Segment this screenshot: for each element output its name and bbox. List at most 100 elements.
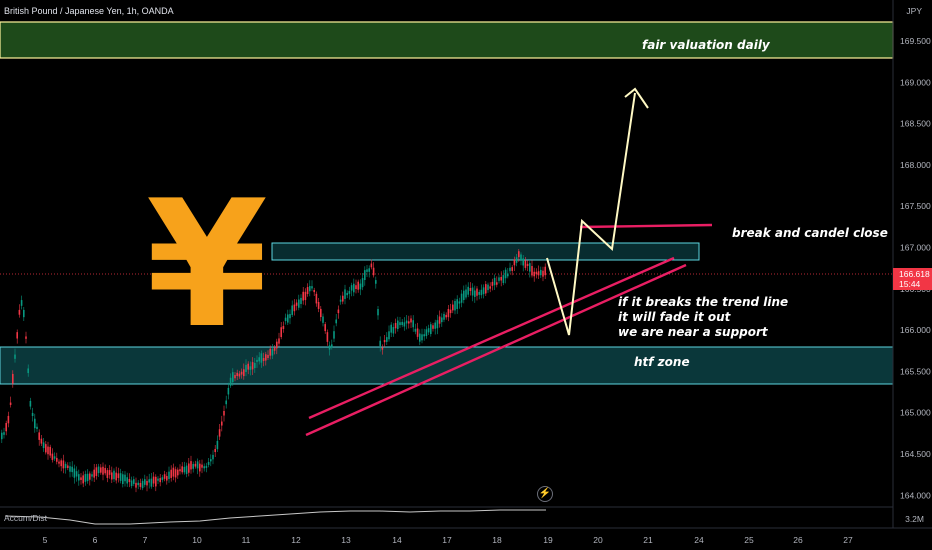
- price-tick-label: 169.000: [900, 77, 931, 87]
- candle-body: [245, 364, 247, 372]
- candle-body: [350, 285, 353, 291]
- candle-body: [298, 299, 300, 308]
- candle-body: [425, 329, 428, 337]
- candle-body: [14, 354, 16, 359]
- chart-symbol-title[interactable]: British Pound / Japanese Yen, 1h, OANDA: [4, 6, 174, 16]
- candle-body: [133, 479, 135, 484]
- price-tick-label: 164.000: [900, 490, 931, 500]
- candle-body: [386, 337, 388, 342]
- candle-body: [185, 465, 188, 474]
- candle-body: [62, 460, 65, 469]
- break-close-label: break and candel close: [732, 226, 888, 240]
- trendline-lower[interactable]: [305, 263, 687, 437]
- price-tick-label: 164.500: [900, 449, 931, 459]
- candle-body: [166, 476, 168, 481]
- candle-body: [537, 271, 540, 276]
- candle-body: [460, 293, 463, 303]
- candle-body: [86, 473, 89, 482]
- candle-body: [260, 353, 263, 363]
- candle-body: [509, 267, 511, 272]
- candle-body: [73, 468, 76, 478]
- candle-body: [58, 461, 60, 464]
- candle-body: [394, 322, 397, 329]
- candle-body: [361, 278, 364, 288]
- candle-body: [399, 322, 401, 326]
- candle-body: [370, 263, 373, 268]
- trendline-upper[interactable]: [308, 256, 675, 420]
- candle-body: [295, 302, 298, 306]
- candle-body: [18, 309, 21, 315]
- candle-body: [183, 466, 186, 473]
- time-axis[interactable]: 5 6 7 10 11 12 13 14 17 18 19 20 21 24 25 26 27: [43, 535, 853, 545]
- candle-body: [304, 291, 307, 301]
- htf-zone[interactable]: [0, 346, 894, 385]
- price-tick-label: 166.000: [900, 325, 931, 335]
- candle-body: [324, 324, 326, 332]
- candle-body: [326, 332, 329, 342]
- time-tick-label: 11: [242, 535, 251, 545]
- candle-body: [489, 286, 491, 289]
- candle-body: [16, 332, 18, 339]
- candle-body: [401, 321, 403, 326]
- candle-body: [89, 473, 91, 480]
- candle-body: [443, 313, 445, 320]
- candle-body: [262, 358, 265, 361]
- candle-body: [71, 466, 73, 473]
- candle-body: [287, 314, 289, 323]
- candle-body: [337, 309, 340, 314]
- candle-body: [163, 474, 166, 479]
- candle-body: [405, 320, 408, 324]
- candle-body: [379, 340, 381, 347]
- price-tick-label: 165.000: [900, 408, 931, 418]
- candle-body: [199, 463, 201, 472]
- candle-body: [388, 331, 390, 340]
- candle-body: [342, 295, 344, 302]
- candle-body: [150, 478, 153, 487]
- candle-body: [104, 468, 106, 474]
- candle-body: [364, 270, 366, 281]
- candle-body: [254, 362, 256, 369]
- lightning-icon[interactable]: ⚡: [537, 486, 553, 502]
- break-level-line[interactable]: [579, 223, 713, 229]
- candle-body: [117, 473, 120, 478]
- candle-body: [289, 314, 291, 319]
- candle-body: [102, 466, 104, 475]
- candle-body: [452, 304, 454, 311]
- time-tick-label: 12: [291, 535, 301, 545]
- trendline-note-2: it will fade it out: [618, 310, 731, 324]
- indicator-label[interactable]: Accum/Dist: [4, 513, 47, 523]
- candle-body: [36, 426, 38, 429]
- fair-valuation-zone[interactable]: [0, 21, 894, 59]
- candle-body: [526, 263, 529, 266]
- projection-path[interactable]: [546, 92, 636, 336]
- time-tick-label: 27: [843, 535, 853, 545]
- trendline-note-1: if it breaks the trend line: [618, 295, 789, 309]
- fair-valuation-label: fair valuation daily: [642, 38, 770, 52]
- candle-body: [434, 322, 436, 329]
- candle-body: [161, 477, 164, 480]
- candle-body: [408, 321, 410, 324]
- candle-body: [155, 476, 157, 487]
- candle-body: [502, 275, 505, 284]
- candle-body: [315, 293, 318, 304]
- candle-body: [331, 344, 333, 348]
- candle-body: [511, 267, 513, 271]
- candle-body: [375, 280, 377, 284]
- candle-body: [383, 340, 386, 343]
- candle-body: [456, 299, 458, 309]
- candle-body: [223, 410, 225, 416]
- candle-body: [38, 432, 40, 440]
- candle-body: [42, 442, 45, 449]
- candle-body: [157, 478, 159, 481]
- candle-body: [368, 268, 370, 272]
- candle-body: [47, 446, 49, 455]
- candle-body: [504, 269, 507, 279]
- candle-body: [535, 271, 538, 275]
- candle-body: [113, 470, 115, 480]
- candle-body: [432, 325, 434, 329]
- resistance-box[interactable]: [271, 242, 700, 261]
- candle-body: [491, 281, 494, 286]
- candle-body: [421, 334, 423, 341]
- current-price-value: 166.618: [899, 269, 930, 279]
